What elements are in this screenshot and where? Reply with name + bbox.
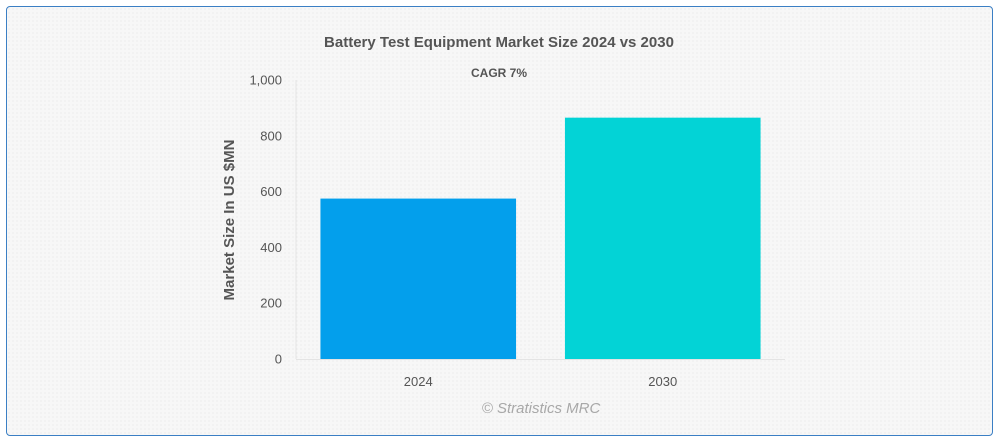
bar-2024 <box>320 198 517 359</box>
y-axis-ticks: 0 200 400 600 800 1,000 <box>249 73 282 367</box>
y-tick-label: 800 <box>260 128 282 143</box>
chart-subtitle: CAGR 7% <box>471 66 527 80</box>
x-tick-label: 2030 <box>648 374 677 389</box>
y-tick-label: 0 <box>275 352 282 367</box>
x-tick-label: 2024 <box>404 374 433 389</box>
y-tick-label: 400 <box>260 240 282 255</box>
bar-series <box>320 117 761 359</box>
credit-text: © Stratistics MRC <box>482 400 601 417</box>
y-tick-label: 1,000 <box>249 73 282 88</box>
y-axis-label: Market Size In US $MN <box>221 140 238 301</box>
chart-title: Battery Test Equipment Market Size 2024 … <box>324 34 674 51</box>
y-tick-label: 600 <box>260 184 282 199</box>
bar-2030 <box>564 117 761 359</box>
x-axis-ticks: 2024 2030 <box>404 374 677 389</box>
y-tick-label: 200 <box>260 296 282 311</box>
